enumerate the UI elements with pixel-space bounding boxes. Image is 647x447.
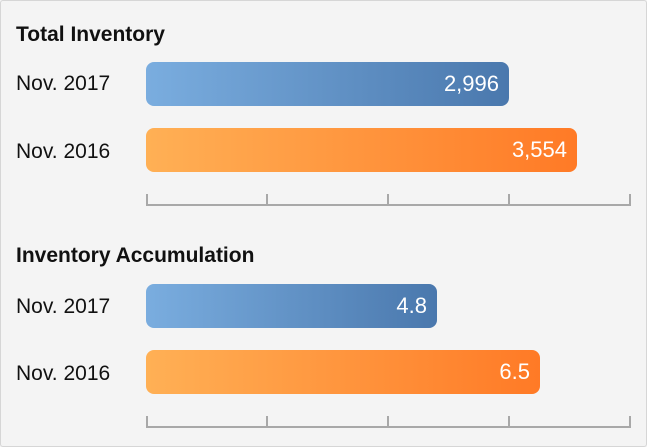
chart-title: Inventory Accumulation <box>16 244 255 267</box>
axis-tick <box>266 416 268 428</box>
bar: 3,554 <box>146 128 577 172</box>
x-axis <box>146 192 631 206</box>
axis-tick <box>508 194 510 206</box>
axis-tick <box>266 194 268 206</box>
axis-tick <box>508 416 510 428</box>
axis-tick <box>387 194 389 206</box>
bar: 2,996 <box>146 62 509 106</box>
axis-tick <box>629 194 631 206</box>
category-label: Nov. 2017 <box>16 72 111 95</box>
bar-value-label: 6.5 <box>499 359 530 384</box>
bar-value-label: 4.8 <box>396 293 427 318</box>
bar-value-label: 2,996 <box>443 71 499 96</box>
category-label: Nov. 2017 <box>16 295 111 318</box>
axis-tick <box>146 416 148 428</box>
bar: 4.8 <box>146 284 437 328</box>
x-axis <box>146 414 631 428</box>
axis-tick <box>146 194 148 206</box>
category-label: Nov. 2016 <box>16 140 111 163</box>
axis-tick <box>629 416 631 428</box>
bar-value-label: 3,554 <box>511 137 567 162</box>
bar: 6.5 <box>146 350 540 394</box>
axis-tick <box>387 416 389 428</box>
category-label: Nov. 2016 <box>16 362 111 385</box>
chart-title: Total Inventory <box>16 23 165 46</box>
